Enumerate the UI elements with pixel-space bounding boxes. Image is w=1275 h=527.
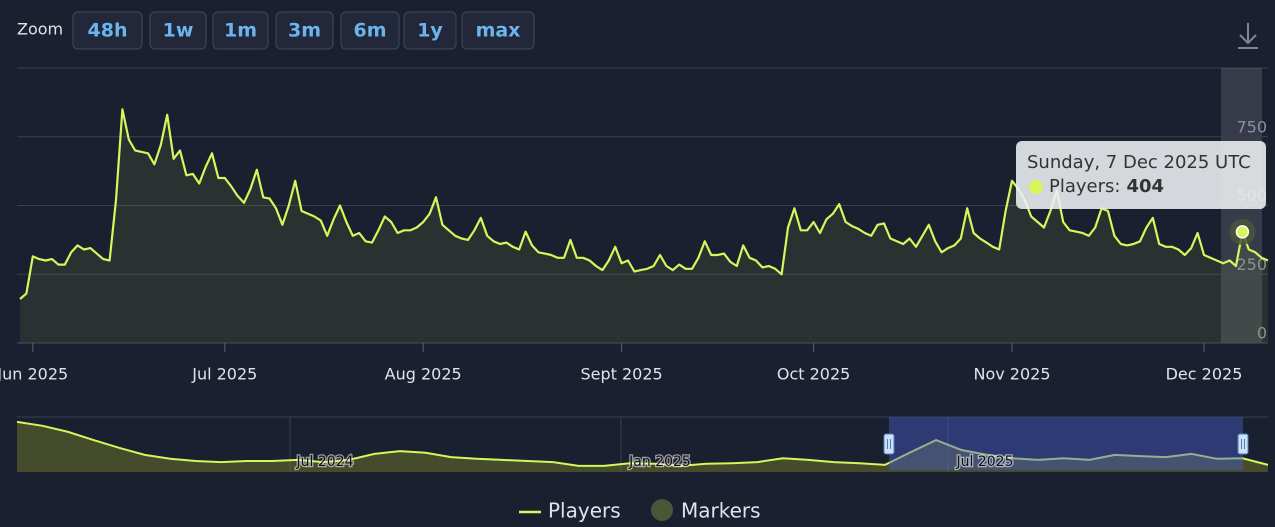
navigator-label: Jul 2025 <box>956 454 1014 470</box>
zoom-button-box[interactable] <box>275 11 334 50</box>
tooltip-value: 404 <box>1126 176 1164 197</box>
hover-point <box>1235 225 1250 239</box>
tooltip: Sunday, 7 Dec 2025 UTC Players: 404 <box>1016 141 1266 209</box>
zoom-button-box[interactable] <box>212 11 269 50</box>
x-tick-label: Jun 2025 <box>0 365 68 384</box>
zoom-button-box[interactable] <box>461 11 535 50</box>
x-tick-label: Nov 2025 <box>973 365 1050 384</box>
zoom-button-label[interactable]: 6m <box>353 20 386 42</box>
download-icon[interactable] <box>1238 23 1258 49</box>
tooltip-title: Sunday, 7 Dec 2025 UTC <box>1027 152 1251 173</box>
tooltip-box <box>1016 141 1266 209</box>
zoom-button-box[interactable] <box>72 11 143 50</box>
zoom-button[interactable]: 3m <box>275 11 334 50</box>
tooltip-label: Players: <box>1049 176 1120 197</box>
navigator-handle-grip <box>887 439 891 449</box>
x-tick-label: Oct 2025 <box>777 365 850 384</box>
zoom-button-label[interactable]: max <box>476 20 521 42</box>
x-tick-label: Jul 2025 <box>191 365 257 384</box>
tooltip-row: Players: 404 <box>1049 176 1164 197</box>
legend-label[interactable]: Markers <box>681 499 761 523</box>
legend-item[interactable]: Players <box>519 499 621 523</box>
zoom-button[interactable]: max <box>461 11 535 50</box>
zoom-button[interactable]: 1y <box>403 11 457 50</box>
zoom-button-label[interactable]: 3m <box>288 20 321 42</box>
tooltip-swatch <box>1029 180 1043 194</box>
zoom-button-label[interactable]: 48h <box>88 20 128 42</box>
x-tick-label: Aug 2025 <box>385 365 462 384</box>
y-tick-label: 750 <box>1236 117 1267 136</box>
zoom-label: Zoom <box>17 20 63 39</box>
navigator-handle[interactable] <box>1237 433 1249 455</box>
legend: Players Markers <box>519 499 761 523</box>
navigator-area <box>17 421 1268 472</box>
zoom-button[interactable]: 48h <box>72 11 143 50</box>
series-area <box>20 109 1268 343</box>
navigator-handle[interactable] <box>883 433 895 455</box>
y-tick-label: 0 <box>1257 324 1267 343</box>
navigator-label: Jan 2025 <box>628 454 691 470</box>
zoom-button-label[interactable]: 1y <box>417 20 443 42</box>
zoom-button-box[interactable] <box>340 11 400 50</box>
x-tick-label: Dec 2025 <box>1166 365 1243 384</box>
legend-label[interactable]: Players <box>548 499 621 523</box>
x-tick-label: Sept 2025 <box>580 365 662 384</box>
zoom-button[interactable]: 1w <box>149 11 207 50</box>
navigator-handle-grip <box>1241 439 1245 449</box>
legend-swatch[interactable] <box>651 499 673 521</box>
legend-item[interactable]: Markers <box>651 499 761 523</box>
navigator-line <box>16 420 1269 467</box>
zoom-button[interactable]: 1m <box>212 11 269 50</box>
y-tick-label: 250 <box>1236 255 1267 274</box>
navigator: Jul 2024 Jan 2025 Jul 2025 <box>16 416 1269 472</box>
zoom-button[interactable]: 6m <box>340 11 400 50</box>
zoom-button-label[interactable]: 1w <box>163 20 194 42</box>
zoom-button-box[interactable] <box>403 11 457 50</box>
zoom-button-label[interactable]: 1m <box>224 20 257 42</box>
zoom-button-box[interactable] <box>149 11 207 50</box>
navigator-selection[interactable] <box>889 417 1243 470</box>
navigator-label: Jul 2024 <box>296 454 354 470</box>
